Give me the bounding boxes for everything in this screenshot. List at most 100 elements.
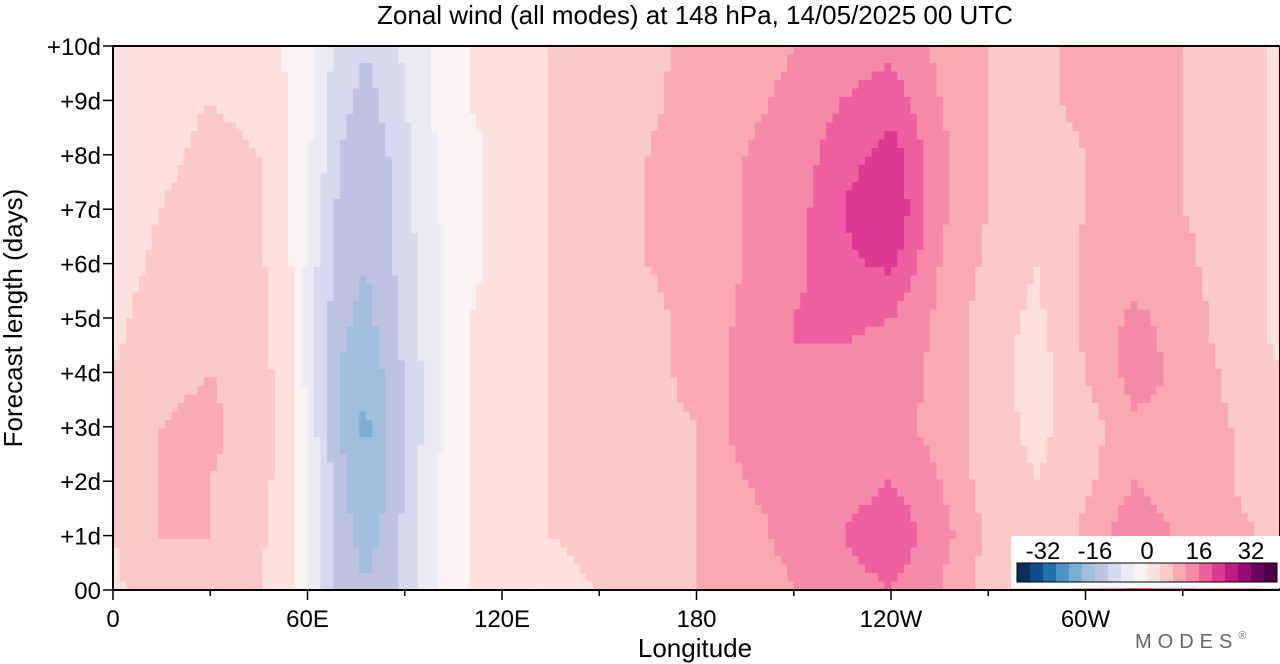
heatmap-cell <box>1027 139 1035 149</box>
heatmap-cell <box>813 97 821 107</box>
heatmap-cell <box>1189 267 1197 277</box>
heatmap-cell <box>832 165 840 175</box>
heatmap-cell <box>119 190 127 200</box>
heatmap-cell <box>994 173 1002 183</box>
heatmap-cell <box>236 80 244 90</box>
heatmap-cell <box>463 97 471 107</box>
heatmap-cell <box>482 216 490 226</box>
heatmap-cell <box>858 182 866 192</box>
heatmap-cell <box>1098 241 1106 251</box>
heatmap-cell <box>962 131 970 141</box>
heatmap-cell <box>1117 97 1125 107</box>
heatmap-cell <box>521 182 529 192</box>
heatmap-cell <box>664 148 672 158</box>
heatmap-cell <box>936 131 944 141</box>
heatmap-cell <box>780 46 788 56</box>
heatmap-cell <box>352 182 360 192</box>
heatmap-cell <box>748 139 756 149</box>
heatmap-cell <box>1137 207 1145 217</box>
heatmap-cell <box>391 173 399 183</box>
heatmap-cell <box>852 216 860 226</box>
heatmap-cell <box>1072 122 1080 132</box>
heatmap-cell <box>1182 190 1190 200</box>
heatmap-cell <box>1156 216 1164 226</box>
heatmap-cell <box>326 173 335 183</box>
heatmap-cell <box>132 63 140 73</box>
heatmap-cell <box>275 88 283 98</box>
heatmap-cell <box>968 190 976 200</box>
heatmap-cell <box>411 173 419 183</box>
heatmap-cell <box>1260 131 1268 141</box>
heatmap-cell <box>119 131 127 141</box>
heatmap-cell <box>210 224 218 234</box>
heatmap-cell <box>236 250 244 260</box>
heatmap-cell <box>249 275 257 285</box>
heatmap-cell <box>1046 131 1054 141</box>
heatmap-cell <box>443 46 451 56</box>
heatmap-cell <box>514 88 523 98</box>
heatmap-cell <box>1085 114 1093 124</box>
heatmap-cell <box>683 46 691 56</box>
heatmap-cell <box>1143 80 1151 90</box>
heatmap-cell <box>664 131 672 141</box>
heatmap-cell <box>1273 233 1280 243</box>
heatmap-cell <box>566 216 574 226</box>
heatmap-cell <box>1150 207 1158 217</box>
heatmap-cell <box>404 63 412 73</box>
heatmap-cell <box>560 250 568 260</box>
heatmap-cell <box>288 46 296 56</box>
heatmap-cell <box>1228 190 1236 200</box>
heatmap-cell <box>391 216 399 226</box>
heatmap-cell <box>372 71 380 81</box>
heatmap-cell <box>981 165 989 175</box>
heatmap-cell <box>651 156 659 166</box>
heatmap-cell <box>735 258 743 268</box>
heatmap-cell <box>424 267 432 277</box>
heatmap-cell <box>236 224 244 234</box>
heatmap-cell <box>346 139 354 149</box>
heatmap-cell <box>942 131 950 141</box>
heatmap-cell <box>268 267 276 277</box>
heatmap-cell <box>1228 54 1236 64</box>
heatmap-cell <box>430 224 438 234</box>
heatmap-cell <box>1124 250 1132 260</box>
heatmap-cell <box>903 105 912 115</box>
heatmap-cell <box>352 258 360 268</box>
heatmap-cell <box>1143 105 1151 115</box>
heatmap-cell <box>923 224 931 234</box>
heatmap-cell <box>968 233 976 243</box>
heatmap-cell <box>229 105 237 115</box>
heatmap-cell <box>728 207 736 217</box>
heatmap-cell <box>962 267 970 277</box>
heatmap-cell <box>579 114 587 124</box>
heatmap-cell <box>1104 216 1113 226</box>
heatmap-cell <box>229 46 237 56</box>
heatmap-cell <box>171 80 179 90</box>
heatmap-cell <box>229 224 237 234</box>
heatmap-cell <box>1241 207 1249 217</box>
heatmap-cell <box>936 156 944 166</box>
heatmap-cell <box>1130 54 1138 64</box>
heatmap-cell <box>242 250 250 260</box>
heatmap-cell <box>1085 207 1093 217</box>
heatmap-cell <box>437 216 445 226</box>
heatmap-cell <box>1091 156 1100 166</box>
heatmap-cell <box>1033 131 1041 141</box>
heatmap-cell <box>566 165 574 175</box>
heatmap-cell <box>229 233 237 243</box>
heatmap-cell <box>1221 63 1229 73</box>
heatmap-cell <box>236 148 244 158</box>
heatmap-cell <box>579 233 587 243</box>
heatmap-cell <box>813 233 821 243</box>
heatmap-cell <box>728 122 736 132</box>
heatmap-cell <box>1234 54 1242 64</box>
heatmap-cell <box>171 275 179 285</box>
heatmap-cell <box>1137 165 1145 175</box>
heatmap-cell <box>216 148 224 158</box>
heatmap-cell <box>223 63 231 73</box>
heatmap-cell <box>437 71 445 81</box>
heatmap-cell <box>813 63 821 73</box>
heatmap-cell <box>132 97 140 107</box>
heatmap-cell <box>177 241 185 251</box>
heatmap-cell <box>430 182 438 192</box>
